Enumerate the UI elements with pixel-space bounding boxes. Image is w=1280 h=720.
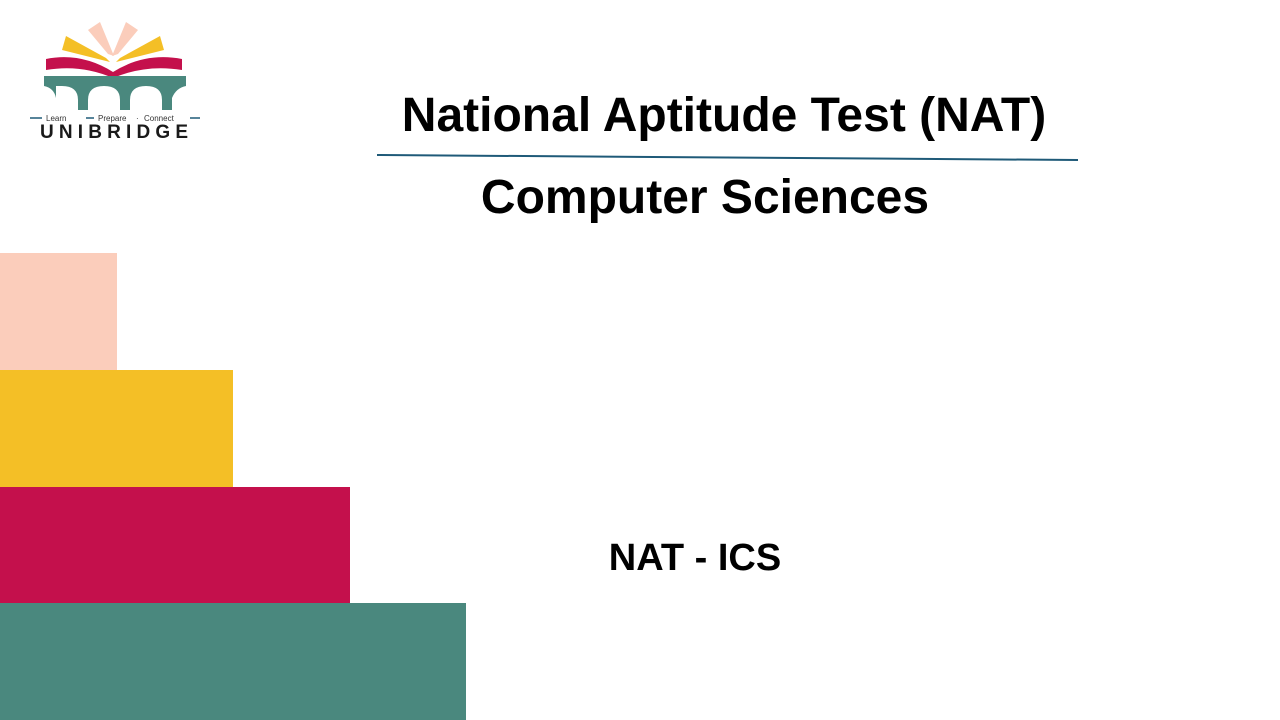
decor-block-yellow xyxy=(0,370,233,487)
logo-graphic: Learn Prepare · Connect UNIBRIDGE xyxy=(30,22,200,143)
logo-tagline-connect: Connect xyxy=(144,114,175,123)
logo-tagline-learn: Learn xyxy=(46,114,66,123)
decor-block-crimson xyxy=(0,487,350,603)
book-page-peach-left xyxy=(88,22,114,56)
book-page-peach-right xyxy=(112,22,138,56)
title-underline xyxy=(376,154,1079,161)
decor-block-teal xyxy=(0,603,466,720)
svg-text:·: · xyxy=(136,114,139,123)
slide-subtitle: Computer Sciences xyxy=(480,171,930,224)
logo-tagline-prepare: Prepare xyxy=(98,114,127,123)
unibridge-logo: Learn Prepare · Connect UNIBRIDGE xyxy=(26,14,206,144)
book-cover xyxy=(46,57,182,78)
bridge xyxy=(44,76,186,110)
book-page-yellow-left xyxy=(62,36,110,62)
logo-brand: UNIBRIDGE xyxy=(40,122,188,143)
course-code: NAT - ICS xyxy=(608,537,782,579)
book-page-yellow-right xyxy=(116,36,164,62)
slide-title: National Aptitude Test (NAT) xyxy=(401,89,1047,142)
decor-block-peach xyxy=(0,253,117,370)
